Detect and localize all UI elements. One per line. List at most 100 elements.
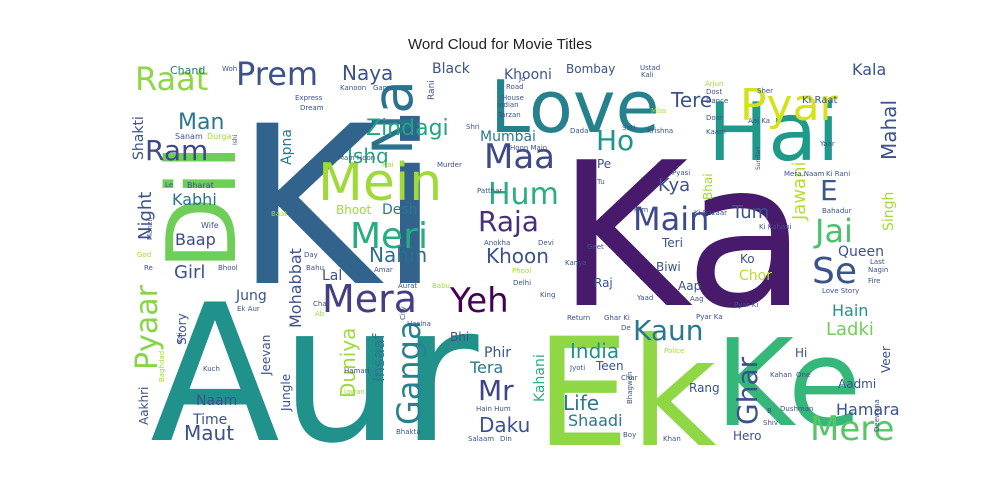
word-ho: Ho: [596, 124, 634, 157]
word-ki-rani: Ki Rani: [826, 170, 850, 178]
word-shri: Shri: [466, 123, 480, 131]
word-prem: Prem: [236, 55, 318, 93]
word-bhakta: Bhakta: [396, 428, 421, 436]
word-queen: Queen: [838, 244, 884, 260]
word-manzil: Manzil: [146, 218, 154, 240]
word-boy: Boy: [623, 431, 636, 439]
word-aap: Aap: [678, 279, 701, 293]
word-chor: Chor: [739, 268, 772, 284]
word-shakti: Shakti: [131, 116, 147, 160]
word-de: De: [621, 324, 631, 332]
word-tarzan: Tarzan: [497, 111, 521, 119]
word-jungle: Jungle: [279, 374, 293, 412]
word-tu: Tu: [596, 178, 605, 186]
word-singh: Singh: [881, 192, 897, 231]
word-india: India: [570, 339, 619, 363]
word-love: Love: [490, 65, 660, 149]
word-dada: Dada: [570, 127, 588, 135]
word-phool: Phool: [512, 267, 531, 275]
word-duniya: Duniya: [336, 328, 360, 398]
word-police: Police: [664, 347, 684, 355]
word-bhi: Bhi: [450, 330, 469, 344]
word-ladki: Ladki: [826, 319, 874, 340]
word-jawani: Jawani: [789, 162, 810, 222]
word-raj: Raj: [594, 276, 613, 290]
word-sati: Sati: [622, 124, 635, 132]
word-khooni: Khooni: [504, 67, 552, 83]
word-ram: Ram: [145, 134, 208, 167]
word-house: House: [502, 94, 524, 102]
word-kali: Kali: [641, 71, 654, 79]
word-kaam: Kaam: [706, 128, 726, 136]
word-daku: Daku: [479, 413, 530, 437]
word-khan: Khan: [663, 435, 681, 443]
word-hoon-main: Hoon Main: [510, 144, 547, 152]
word-e: E: [820, 174, 838, 207]
word-ghar-ki: Ghar Ki: [604, 314, 630, 322]
word-ki-bazaar: Ki Bazaar: [694, 209, 727, 217]
word-ustad: Ustad: [640, 64, 660, 72]
word-return: Return: [567, 314, 590, 322]
word-jung: Jung: [235, 288, 267, 304]
word-hasina: Hasina: [407, 320, 431, 328]
word-sanam: Sanam: [175, 132, 203, 141]
word-jyoti: Jyoti: [569, 364, 585, 372]
word-arjun: Arjun: [705, 80, 723, 88]
word-pe: Pe: [597, 157, 611, 171]
word-mahal: Mahal: [877, 100, 901, 160]
word-kuch: Kuch: [203, 365, 220, 373]
word-murder: Murder: [437, 161, 462, 169]
word-ganga: Ganga: [390, 320, 428, 425]
word-biwi: Biwi: [656, 260, 681, 274]
word-dil: Dil: [148, 144, 258, 270]
word-baap: Baap: [175, 230, 216, 249]
word-char: Char: [621, 374, 638, 382]
word-fire: Fire: [868, 277, 881, 285]
word-mera-naam: Mera Naam: [784, 170, 825, 178]
word-ek-aur: Ek Aur: [237, 305, 260, 313]
word-main-hoon: Main Hoon: [338, 154, 375, 162]
word-tera: Tera: [469, 358, 503, 377]
word-shiv: Shiv: [763, 419, 778, 427]
word-babu: Babu: [432, 282, 450, 290]
word-baat: Baat: [271, 210, 287, 218]
word-sher: Sher: [757, 87, 773, 95]
word-tere: Tere: [670, 88, 712, 112]
word-bhoot: Bhoot: [336, 203, 372, 217]
word-phir: Phir: [484, 345, 511, 361]
word-aur: Aur: [150, 264, 479, 485]
word-kahan: Kahan: [770, 371, 792, 379]
word-nahin: Nahin: [369, 243, 427, 267]
word-yaad: Yaad: [636, 294, 653, 302]
word-hai: Hai: [708, 86, 839, 179]
word-king: King: [540, 291, 555, 299]
word-ishi: Ishi: [232, 134, 239, 145]
word-mohabbat: Mohabbat: [286, 248, 305, 328]
word-bahu: Bahu: [306, 264, 324, 272]
word-kaun: Kaun: [633, 314, 704, 347]
word-love-story: Love Story: [822, 287, 859, 295]
word-khoon: Khoon: [486, 244, 549, 268]
word-kanoon: Kanoon: [340, 84, 366, 92]
word-maa: Maa: [484, 137, 555, 177]
word-naya: Naya: [342, 61, 393, 85]
word-dance: Dance: [706, 97, 728, 105]
word-shaadi: Shaadi: [568, 411, 623, 430]
word-baghdad: Baghdad: [158, 351, 166, 382]
word-hi: Hi: [795, 346, 807, 360]
word-mere: Mere: [810, 409, 894, 449]
word-patthar: Patthar: [477, 187, 502, 195]
chart-title: Word Cloud for Movie Titles: [408, 36, 592, 53]
word-raja: Raja: [478, 205, 539, 238]
word-ki-kahani: Ki Kahani: [759, 223, 792, 231]
word-wife: Wife: [201, 221, 219, 230]
word-zindagi: Zindagi: [366, 116, 449, 141]
word-time: Time: [192, 412, 227, 428]
word-hamara: Hamara: [836, 400, 900, 419]
word-aag: Aag: [690, 295, 704, 303]
word-koi: Koi: [176, 332, 184, 343]
word-kala: Kala: [852, 60, 886, 79]
word-kya: Kya: [658, 175, 690, 196]
word-lal: Lal: [322, 268, 342, 284]
